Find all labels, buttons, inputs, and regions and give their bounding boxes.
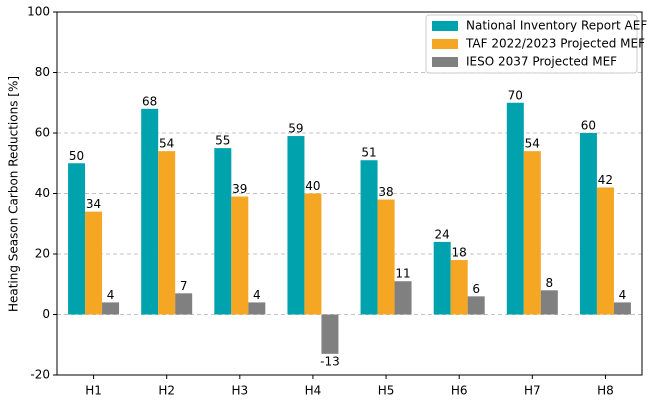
bar xyxy=(467,296,485,315)
bar xyxy=(394,281,412,315)
y-tick-label: 60 xyxy=(35,126,50,140)
bar xyxy=(321,314,339,354)
bar xyxy=(360,160,378,315)
bar xyxy=(214,148,232,315)
bar xyxy=(231,196,249,315)
value-label: 7 xyxy=(180,279,188,293)
legend-box xyxy=(425,14,638,74)
value-label: 8 xyxy=(545,276,553,290)
legend-label: IESO 2037 Projected MEF xyxy=(466,55,617,69)
x-tick-label: H3 xyxy=(231,384,248,398)
legend-label: National Inventory Report AEF xyxy=(466,19,647,33)
value-label: 4 xyxy=(253,288,261,302)
value-label: 6 xyxy=(472,282,480,296)
bar xyxy=(523,151,541,315)
value-label: 50 xyxy=(69,149,84,163)
value-label: 38 xyxy=(378,185,393,199)
value-label: 68 xyxy=(142,94,157,108)
value-label: 40 xyxy=(305,179,320,193)
x-tick-label: H6 xyxy=(451,384,468,398)
bar xyxy=(596,187,614,315)
y-tick-label: 80 xyxy=(35,65,50,79)
legend-swatch xyxy=(432,39,458,49)
bar xyxy=(175,293,193,315)
bar xyxy=(433,241,451,315)
y-tick-label: 20 xyxy=(35,247,50,261)
bar xyxy=(68,163,86,315)
bar xyxy=(613,302,631,315)
value-label: 24 xyxy=(435,227,450,241)
bar xyxy=(287,136,305,315)
value-label: 51 xyxy=(361,146,376,160)
bar xyxy=(540,290,558,315)
x-tick-label: H7 xyxy=(524,384,541,398)
x-tick-label: H1 xyxy=(85,384,102,398)
bar xyxy=(248,302,266,315)
legend-label: TAF 2022/2023 Projected MEF xyxy=(465,37,645,51)
bar xyxy=(304,193,322,315)
value-label: 11 xyxy=(395,267,410,281)
value-label: 54 xyxy=(525,137,540,151)
y-axis-label: Heating Season Carbon Reductions [%] xyxy=(7,76,21,312)
y-tick-label: -20 xyxy=(30,368,50,382)
value-label: 70 xyxy=(508,88,523,102)
bar xyxy=(85,211,103,315)
bar xyxy=(506,102,524,315)
x-tick-label: H4 xyxy=(305,384,322,398)
value-label: -13 xyxy=(320,354,340,368)
value-label: 59 xyxy=(288,122,303,136)
legend-swatch xyxy=(432,57,458,67)
x-tick-label: H5 xyxy=(378,384,395,398)
value-label: 60 xyxy=(581,119,596,133)
legend-swatch xyxy=(432,21,458,31)
y-tick-label: 40 xyxy=(35,186,50,200)
value-label: 42 xyxy=(598,173,613,187)
bar xyxy=(450,260,468,315)
value-label: 4 xyxy=(619,288,627,302)
plot-frame xyxy=(56,11,643,376)
bar xyxy=(377,199,395,315)
bar xyxy=(579,133,597,315)
value-label: 4 xyxy=(107,288,115,302)
bar xyxy=(141,108,159,315)
bar xyxy=(102,302,120,315)
y-tick-label: 0 xyxy=(42,307,50,321)
value-label: 34 xyxy=(86,197,101,211)
value-label: 39 xyxy=(232,182,247,196)
x-tick-label: H2 xyxy=(158,384,175,398)
value-label: 18 xyxy=(452,246,467,260)
value-label: 55 xyxy=(215,134,230,148)
x-tick-label: H8 xyxy=(597,384,614,398)
legend: National Inventory Report AEF TAF 2022/20… xyxy=(425,14,647,74)
bar xyxy=(158,151,176,315)
y-tick-label: 100 xyxy=(27,5,50,19)
value-label: 54 xyxy=(159,137,174,151)
